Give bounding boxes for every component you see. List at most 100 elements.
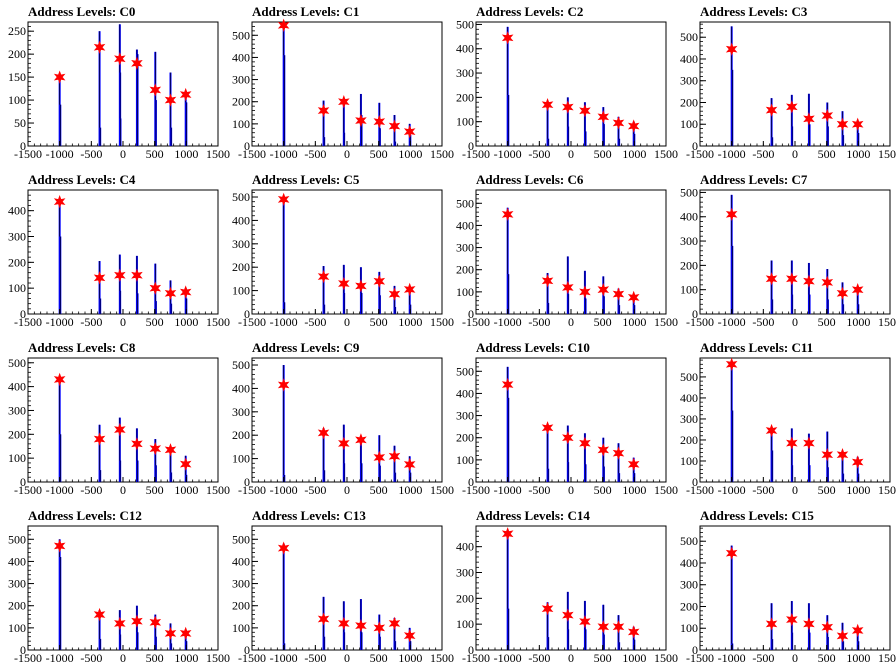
x-tick-label: -500 (304, 147, 326, 161)
histogram-svg: 0 100 200 300 400 500 -1500 -1000 -500 0 500 1000 15… (680, 357, 896, 497)
x-tick-label: 1000 (174, 315, 198, 329)
x-tick-label: 1500 (206, 147, 230, 161)
histogram-panel: Address Levels: C10 0 100 200 300 400 500 -1500… (448, 336, 678, 504)
peak-marker (53, 70, 66, 84)
peak-marker (597, 443, 610, 457)
peak-marker (627, 119, 640, 133)
histogram-svg: 0 100 200 300 400 500 -1500 -1000 -500 0 500 1000 15… (8, 525, 230, 665)
histogram-panel: Address Levels: C8 0 100 200 300 400 500 -1500-… (0, 336, 230, 504)
peak-marker (149, 281, 162, 295)
x-tick-label: -1500 (238, 483, 266, 497)
y-tick-label: 0 (468, 139, 474, 153)
y-tick-label: 500 (232, 190, 250, 204)
chart-title: Address Levels: C12 (28, 508, 142, 523)
peak-marker (355, 618, 367, 633)
y-tick-label: 100 (456, 453, 474, 467)
histogram-panel: Address Levels: C11 0 100 200 300 400 500 -1500… (672, 336, 896, 504)
peak-marker (93, 40, 106, 54)
x-tick-label: 0 (120, 315, 126, 329)
peak-marker (541, 601, 554, 616)
peak-marker (388, 616, 401, 631)
x-tick-label: 1000 (398, 483, 422, 497)
peak-marker (403, 628, 416, 643)
y-tick-label: 400 (680, 556, 698, 570)
x-tick-label: 500 (594, 315, 612, 329)
y-tick-label: 0 (692, 475, 698, 489)
y-tick-label: 100 (680, 454, 698, 468)
y-tick-label: 500 (456, 17, 474, 31)
x-tick-label: -500 (80, 315, 102, 329)
peak-marker (725, 207, 738, 221)
y-tick-label: 0 (468, 643, 474, 657)
peak-marker (765, 617, 778, 631)
y-tick-label: 100 (680, 117, 698, 131)
chart-title: Address Levels: C15 (700, 508, 814, 523)
peak-marker (851, 283, 864, 297)
peak-marker (786, 436, 798, 450)
y-tick-label: 500 (680, 30, 698, 44)
x-tick-label: -1000 (494, 315, 522, 329)
y-tick-label: 100 (8, 281, 26, 295)
peak-marker (53, 539, 66, 553)
y-tick-label: 300 (456, 566, 474, 580)
peak-marker (612, 446, 625, 460)
x-tick-label: 1500 (206, 315, 230, 329)
y-tick-label: 300 (232, 577, 250, 591)
histogram-svg: 0 100 200 300 400 500 -1500 -1000 -500 0 500 1000 15… (456, 17, 678, 161)
peak-marker (597, 282, 610, 297)
peak-marker (786, 100, 798, 114)
peak-marker (114, 268, 126, 282)
x-tick-label: 500 (594, 147, 612, 161)
x-tick-label: 500 (594, 651, 612, 665)
x-tick-label: -1500 (462, 483, 490, 497)
x-tick-label: 500 (146, 315, 164, 329)
y-tick-label: 500 (232, 532, 250, 546)
y-tick-label: 150 (8, 70, 26, 84)
y-tick-label: 400 (232, 554, 250, 568)
y-tick-label: 400 (232, 381, 250, 395)
peak-marker (803, 436, 815, 450)
y-tick-label: 0 (20, 307, 26, 321)
peak-marker (338, 436, 350, 451)
x-tick-label: 0 (344, 315, 350, 329)
chart-title: Address Levels: C9 (252, 340, 360, 355)
y-tick-label: 300 (680, 234, 698, 248)
x-tick-label: 500 (370, 651, 388, 665)
peak-marker (612, 287, 625, 301)
y-tick-label: 400 (232, 50, 250, 64)
plot-frame (475, 357, 667, 483)
x-tick-label: 1000 (398, 315, 422, 329)
peak-marker (179, 87, 192, 102)
x-tick-label: -1000 (46, 483, 74, 497)
peak-marker (388, 449, 401, 463)
histogram-svg: 0 100 200 300 400 500 -1500 -1000 -500 0 500 1000 15… (232, 357, 454, 497)
peak-marker (338, 616, 350, 631)
histogram-svg: 0 100 200 300 400 500 -1500 -1000 -500 0 500 1000 15… (680, 185, 896, 329)
y-tick-label: 100 (8, 93, 26, 107)
histogram-panel: Address Levels: C6 0 100 200 300 400 500 -1500-… (448, 168, 678, 336)
chart-title: Address Levels: C10 (476, 340, 590, 355)
peak-marker (403, 282, 416, 297)
x-tick-label: -1000 (46, 651, 74, 665)
y-tick-label: 500 (680, 370, 698, 384)
peak-marker (338, 276, 350, 291)
x-tick-label: -500 (304, 651, 326, 665)
peak-marker (836, 286, 849, 301)
y-tick-label: 300 (232, 73, 250, 87)
peak-marker (149, 615, 162, 629)
x-tick-label: 500 (370, 483, 388, 497)
peak-marker (388, 287, 401, 301)
peak-marker (765, 103, 778, 117)
x-tick-label: 500 (146, 147, 164, 161)
x-tick-label: 500 (594, 483, 612, 497)
y-tick-label: 200 (232, 260, 250, 274)
x-tick-label: 1000 (174, 147, 198, 161)
x-tick-label: -1500 (686, 147, 714, 161)
x-tick-label: -1500 (686, 483, 714, 497)
peak-marker (765, 272, 778, 286)
x-tick-label: 1500 (430, 651, 454, 665)
x-tick-label: -1000 (270, 147, 298, 161)
x-tick-label: 0 (792, 483, 798, 497)
y-tick-label: 0 (244, 139, 250, 153)
x-tick-label: 0 (568, 651, 574, 665)
